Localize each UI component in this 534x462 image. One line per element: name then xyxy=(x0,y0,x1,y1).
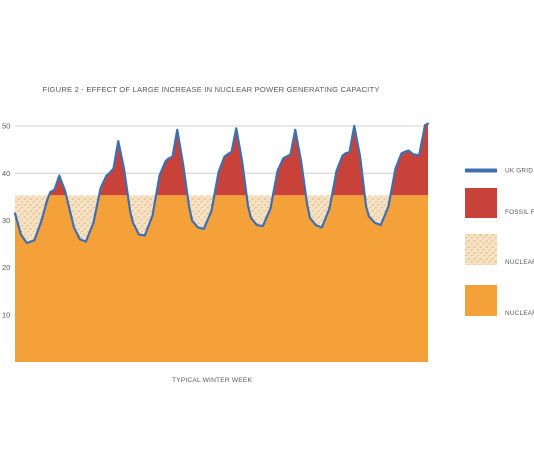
x-axis-label: TYPICAL WINTER WEEK xyxy=(172,377,253,384)
legend-uk-grid-demand-label: UK GRID DEMAND xyxy=(505,168,534,175)
plot-areas xyxy=(13,122,430,362)
y-axis-ticks: 10 20 30 40 50 xyxy=(2,122,10,320)
legend-nuclear-surplus-label: NUCLEAR SURPLUS xyxy=(505,259,534,266)
fossil-fuel-area xyxy=(49,123,428,196)
legend: UK GRID DEMAND FOSSIL FUEL NUCLEAR SURPLUS… xyxy=(465,168,534,317)
nuclear-surplus-area xyxy=(15,195,391,244)
y-tick-label: 10 xyxy=(2,310,10,319)
legend-nuclear-swatch xyxy=(465,285,497,316)
y-tick-label: 20 xyxy=(2,263,10,272)
legend-nuclear-label: NUCLEAR xyxy=(505,310,534,317)
nuclear-area xyxy=(15,195,428,362)
chart-title: FIGURE 2 - EFFECT OF LARGE INCREASE IN N… xyxy=(42,85,379,94)
uk-grid-demand-line xyxy=(13,122,430,245)
legend-fossil-fuel-swatch xyxy=(465,188,497,218)
legend-fossil-fuel-label: FOSSIL FUEL xyxy=(505,209,534,216)
legend-nuclear-surplus-swatch xyxy=(465,234,497,265)
y-tick-label: 30 xyxy=(2,216,10,225)
legend-uk-grid-demand-swatch xyxy=(465,168,497,173)
y-tick-label: 50 xyxy=(2,122,10,131)
y-tick-label: 40 xyxy=(2,169,10,178)
